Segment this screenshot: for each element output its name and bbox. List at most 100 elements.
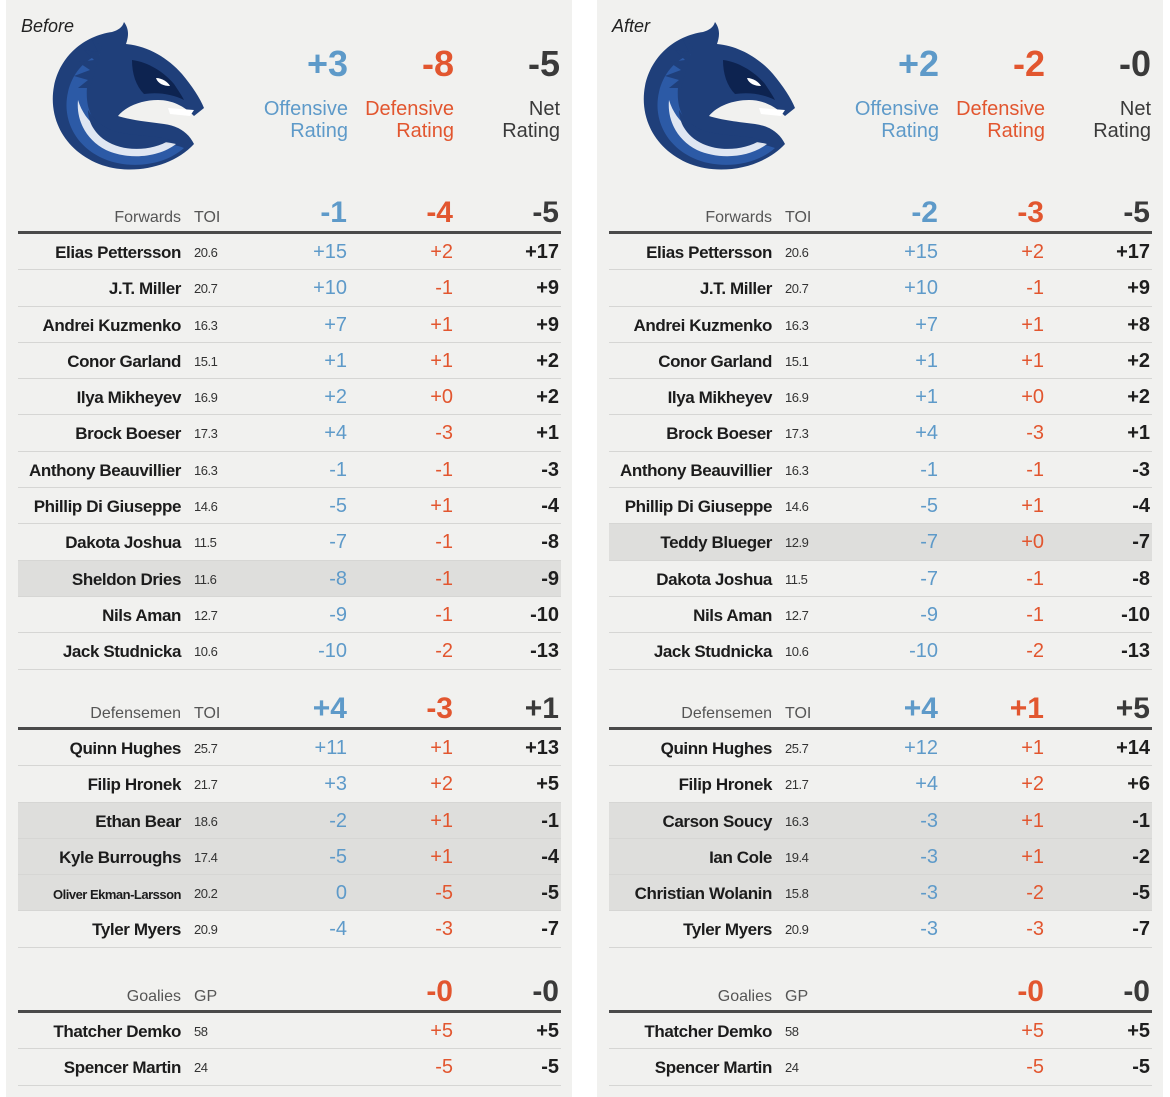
table-row: Elias Pettersson 20.6 +15 +2 +17 [609,234,1152,271]
player-name: Dakota Joshua [65,533,181,553]
player-net: +9 [536,313,559,336]
table-row: Andrei Kuzmenko 16.3 +7 +1 +9 [18,307,561,343]
player-name: Spencer Martin [63,1058,182,1078]
player-defensive: +2 [430,773,453,796]
player-net: +8 [1127,313,1150,336]
player-toi: 18.6 [194,813,218,829]
player-defensive: -1 [1026,458,1044,481]
player-net: +5 [1127,1020,1150,1042]
player-name: Carson Soucy [662,811,772,831]
player-defensive: +0 [1021,531,1044,554]
player-defensive: +0 [1021,386,1044,409]
player-defensive: -5 [435,1056,453,1079]
player-toi: 20.6 [194,245,218,260]
player-net: -13 [1121,640,1150,663]
table-row: Ilya Mikheyev 16.9 +2 +0 +2 [18,379,561,416]
player-offensive: +11 [314,737,347,759]
offensive-rating-label: Offensive Rating [854,98,939,142]
player-net: +14 [1116,737,1150,759]
player-offensive: +10 [313,277,347,300]
player-name: Anthony Beauvillier [28,460,181,480]
section-sub-label: GP [785,988,809,1005]
player-net: +2 [536,349,559,372]
player-name: Elias Pettersson [646,243,772,262]
table-row: Phillip Di Giuseppe 14.6 -5 +1 -4 [18,488,561,525]
section-defensive-total: +1 [1009,692,1044,725]
top-net-rating: -5 [527,43,560,84]
player-net: +5 [536,773,559,796]
player-name: Jack Studnicka [62,642,182,662]
player-toi: 11.5 [194,535,217,551]
section-label: Defensemen [681,705,772,722]
player-defensive: -1 [435,277,453,300]
player-offensive: +4 [915,422,938,445]
player-toi: 21.7 [785,777,809,793]
player-defensive: -1 [1026,277,1044,300]
panel-title: After [612,16,651,36]
section-offensive-total: +4 [312,692,347,725]
defensive-rating-label: Defensive Rating [956,98,1045,142]
table-row: Andrei Kuzmenko 16.3 +7 +1 +8 [609,307,1152,343]
table-row: Phillip Di Giuseppe 14.6 -5 +1 -4 [609,488,1152,525]
player-defensive: +2 [430,241,453,263]
section-net-total: -0 [1123,975,1150,1008]
section-header: Forwards TOI -1 -4 -5 [18,196,561,234]
section-net-total: -5 [532,196,559,229]
section-net-total: -5 [1123,196,1150,229]
player-defensive: +5 [430,1020,453,1042]
table-row: Nils Aman 12.7 -9 -1 -10 [609,597,1152,634]
section-sub-label: TOI [194,209,221,226]
table-row: Jack Studnicka 10.6 -10 -2 -13 [18,633,561,670]
table-row: Christian Wolanin 15.8 -3 -2 -5 [609,875,1152,912]
player-net: +13 [525,737,559,759]
player-toi: 15.1 [194,353,218,369]
player-defensive: -2 [1026,882,1044,905]
defensive-rating-label: Defensive Rating [365,98,454,142]
player-name: J.T. Miller [108,279,182,299]
section-offensive-total: -1 [320,196,347,229]
player-offensive: -4 [329,918,347,941]
player-name: Kyle Burroughs [59,847,181,867]
player-defensive: +2 [1021,241,1044,263]
player-offensive: +2 [324,386,347,409]
table-row: J.T. Miller 20.7 +10 -1 +9 [18,270,561,307]
player-toi: 20.7 [194,281,218,297]
player-toi: 17.3 [785,426,809,442]
table-row: Filip Hronek 21.7 +4 +2 +6 [609,766,1152,803]
section-header: Forwards TOI -2 -3 -5 [609,196,1152,234]
section-label: Forwards [114,209,181,226]
player-toi: 12.7 [785,607,809,623]
section-sub-label: TOI [785,705,812,722]
player-offensive: -9 [920,603,938,626]
player-net: +2 [536,386,559,409]
player-offensive: -2 [329,809,347,832]
panel-before: Before +3 -8 -5 Offensive Rating Defensiv… [6,0,572,1097]
section-net-total: +1 [524,692,559,725]
player-toi: 58 [194,1024,208,1039]
player-toi: 11.5 [785,571,808,587]
player-net: -8 [541,531,559,554]
player-name: Conor Garland [658,351,772,371]
section-offensive-total: -2 [911,196,938,229]
player-name: Andrei Kuzmenko [42,315,181,335]
player-offensive: +4 [915,773,938,796]
player-toi: 25.7 [194,741,218,756]
player-defensive: +1 [1021,809,1044,832]
player-defensive: -3 [435,422,453,445]
player-offensive: +15 [904,241,938,263]
player-name: Christian Wolanin [634,884,773,904]
player-name: Jack Studnicka [653,642,773,662]
section-label: Defensemen [90,705,181,722]
player-name: Thatcher Demko [53,1022,181,1041]
section-sub-label: TOI [785,209,812,226]
player-offensive: -7 [920,567,938,590]
player-net: -7 [541,918,559,941]
player-defensive: +1 [1021,495,1044,518]
player-defensive: +0 [430,386,453,409]
player-toi: 12.7 [194,607,218,623]
player-toi: 16.3 [785,813,809,829]
player-net: -10 [1121,603,1150,626]
player-name: Oliver Ekman-Larsson [53,887,182,903]
section-header: Defensemen TOI +4 -3 +1 [18,692,561,730]
player-net: -5 [1132,882,1150,905]
